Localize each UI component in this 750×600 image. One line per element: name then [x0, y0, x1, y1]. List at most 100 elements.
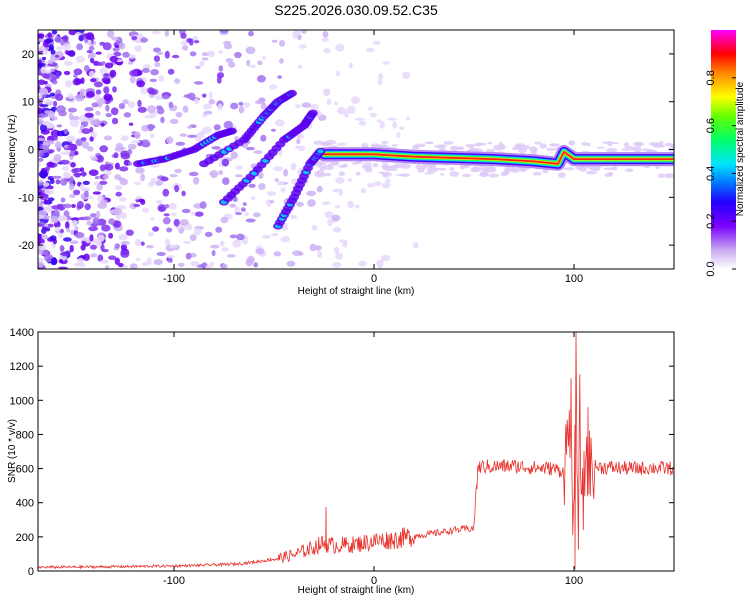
spectro-track-main — [323, 150, 674, 165]
spectro-speckle — [150, 69, 159, 76]
spectro-speckle — [95, 89, 102, 95]
spectro-speckle — [243, 102, 251, 108]
spectro-speckle — [286, 260, 296, 267]
spectro-speckle — [199, 60, 205, 67]
spectro-speckle — [258, 183, 266, 190]
spectro-speckle — [142, 64, 152, 69]
x-tick-label: -100 — [163, 273, 185, 285]
spectro-speckle — [69, 176, 74, 184]
spectro-speckle — [234, 51, 242, 59]
spectro-speckle — [181, 208, 191, 214]
spectro-speckle — [137, 70, 143, 76]
spectro-speckle — [82, 216, 92, 221]
spectro-speckle — [75, 55, 85, 63]
spectro-speckle — [90, 244, 97, 250]
spectro-speckle — [271, 39, 278, 43]
spectro-speckle — [62, 35, 69, 42]
snr-background — [38, 332, 674, 571]
spectro-speckle — [160, 176, 169, 182]
spectro-speckle — [275, 119, 285, 127]
spectro-streak-core — [317, 149, 324, 154]
spectro-speckle — [326, 98, 332, 105]
spectro-speckle — [64, 60, 73, 66]
spectro-speckle — [114, 243, 121, 249]
spectro-haze — [586, 142, 591, 147]
x-tick-label: -100 — [163, 575, 185, 587]
spectro-speckle — [104, 163, 114, 171]
y-tick-label: 200 — [16, 532, 34, 544]
spectro-speckle — [221, 247, 230, 252]
spectro-speckle — [80, 236, 91, 242]
spectro-haze — [542, 168, 549, 174]
spectro-speckle — [218, 65, 224, 72]
spectro-speckle — [113, 221, 120, 227]
spectro-speckle — [42, 249, 49, 256]
spectro-speckle — [296, 138, 301, 145]
spectro-speckle — [219, 240, 225, 247]
spectro-speckle — [63, 70, 71, 76]
spectro-speckle — [261, 56, 267, 60]
spectro-speckle — [358, 260, 367, 267]
spectro-haze — [465, 143, 475, 148]
spectro-speckle — [201, 57, 209, 61]
spectro-haze — [424, 141, 433, 145]
spectro-speckle — [65, 135, 76, 142]
spectro-speckle — [44, 188, 54, 196]
spectro-speckle — [129, 75, 136, 84]
spectro-speckle — [38, 45, 46, 52]
spectro-speckle — [118, 166, 129, 172]
spectro-speckle — [149, 133, 155, 139]
spectro-haze — [658, 173, 665, 178]
spectro-speckle — [38, 84, 41, 91]
spectro-speckle — [118, 233, 128, 241]
spectro-speckle — [128, 122, 134, 126]
spectro-speckle — [210, 244, 220, 249]
spectro-speckle — [372, 40, 381, 45]
spectro-speckle — [40, 67, 47, 74]
spectro-speckle — [103, 73, 109, 77]
spectro-speckle — [156, 252, 166, 256]
spectro-haze — [549, 143, 560, 147]
spectro-speckle — [405, 116, 411, 121]
colorbar-tick-label: 0.2 — [705, 214, 717, 229]
spectro-speckle — [381, 182, 391, 189]
y-tick-label: -10 — [18, 192, 34, 204]
spectro-speckle — [223, 120, 233, 129]
spectro-speckle — [53, 100, 58, 107]
spectro-haze — [488, 173, 500, 178]
spectro-speckle — [162, 188, 170, 197]
spectro-speckle — [39, 193, 49, 201]
spectrogram-xlabel: Height of straight line (km) — [298, 286, 415, 297]
spectro-speckle — [193, 176, 200, 185]
spectro-speckle — [118, 42, 126, 50]
spectro-speckle — [105, 104, 110, 112]
spectro-speckle — [402, 71, 411, 80]
spectro-speckle — [166, 227, 173, 233]
spectro-speckle — [117, 205, 127, 210]
spectro-speckle — [168, 101, 174, 109]
spectro-speckle — [70, 162, 76, 168]
spectro-speckle — [348, 62, 353, 69]
spectro-speckle — [220, 30, 229, 34]
x-tick-label: 100 — [565, 273, 583, 285]
spectro-speckle — [53, 135, 58, 141]
spectro-speckle — [193, 228, 202, 236]
spectro-speckle — [120, 136, 129, 141]
spectro-speckle — [240, 207, 246, 212]
spectro-streak-core — [251, 171, 257, 176]
spectro-speckle — [101, 61, 106, 65]
spectro-speckle — [323, 88, 331, 93]
spectro-speckle — [229, 234, 237, 239]
spectro-speckle — [377, 79, 383, 86]
spectro-speckle — [58, 110, 67, 117]
spectro-speckle — [270, 128, 276, 132]
spectro-speckle — [221, 158, 230, 167]
spectro-speckle — [150, 177, 157, 185]
spectro-haze — [321, 141, 332, 147]
spectro-speckle — [166, 255, 175, 259]
spectro-speckle — [94, 181, 99, 186]
spectro-speckle — [248, 64, 257, 68]
spectro-speckle — [103, 170, 113, 176]
spectro-speckle — [327, 218, 333, 227]
